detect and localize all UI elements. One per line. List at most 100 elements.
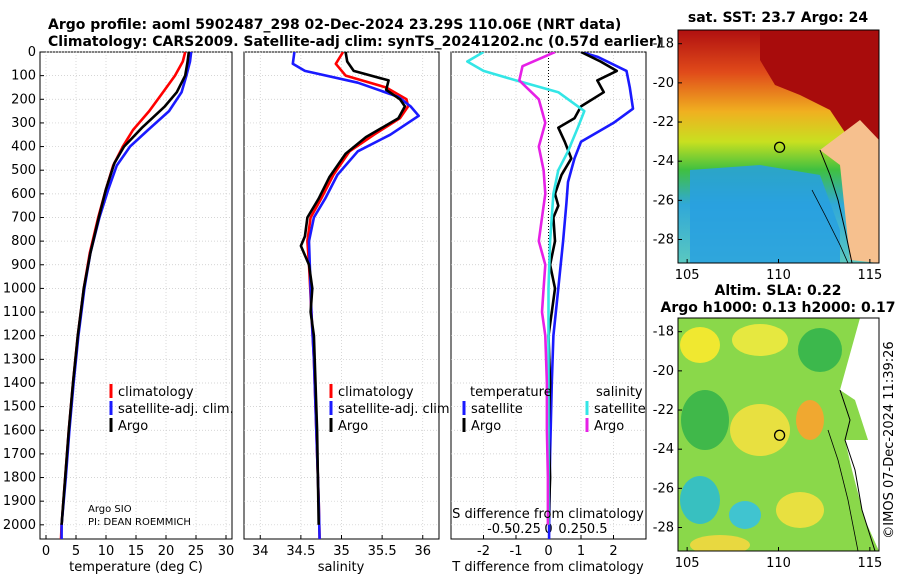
- sla-land: [840, 318, 879, 460]
- imos-watermark: ©IMOS 07-Dec-2024 11:39:26: [882, 341, 897, 538]
- salinity-xlabel: salinity: [318, 560, 365, 575]
- x-tick-label: 1: [577, 544, 585, 559]
- sla-blob: [690, 535, 750, 551]
- sst-field: [678, 30, 879, 263]
- y-tick-label: 1300: [3, 352, 36, 367]
- sla-blob: [776, 492, 824, 528]
- sla-coastline: [839, 389, 876, 551]
- series-line: [547, 52, 635, 539]
- sla-blob: [729, 501, 761, 529]
- map-y-tick-label: -24: [653, 154, 674, 169]
- difference-tick-labels: -2 -1 0 1 2: [477, 535, 618, 559]
- sla-argo-position: [773, 429, 786, 441]
- y-tick-label: 500: [11, 163, 36, 178]
- salinity-diff-tick-label: -0.5: [487, 522, 512, 537]
- y-tick-label: 1100: [3, 305, 36, 320]
- temperature-tick-labels: 0 5 10 15 20 25 30: [42, 535, 234, 559]
- sla-map-subtitle: Argo h1000: 0.13 h2000: 0.17: [660, 300, 895, 316]
- salinity-diff-tick-label: 0.25: [558, 522, 587, 537]
- salinity-grid: [244, 51, 439, 539]
- map-y-tick-label: -26: [653, 481, 674, 496]
- x-tick-label: 34: [252, 544, 269, 559]
- map-y-tick-label: -20: [653, 364, 674, 379]
- map-y-tick-label: -18: [653, 325, 674, 340]
- legend-label-climatology: climatology: [118, 385, 194, 400]
- map-x-tick-label: 105: [675, 556, 700, 571]
- map-y-tick-label: -28: [653, 521, 674, 536]
- y-tick-label: 2000: [3, 518, 36, 533]
- series-line: [60, 52, 191, 525]
- x-tick-label: -2: [477, 544, 490, 559]
- temperature-legend: climatology satellite-adj. clim. Argo: [109, 384, 234, 434]
- temperature-grid: [40, 51, 232, 539]
- x-tick-label: 25: [188, 544, 205, 559]
- temperature-xlabel: temperature (deg C): [69, 560, 203, 575]
- series-line: [466, 52, 586, 525]
- sst-map-ticks: 105 110 115 -18 -20 -22 -24 -26 -28: [653, 37, 883, 283]
- sla-map-ticks: 105 110 115 -18 -20 -22 -24 -26 -28: [653, 325, 883, 571]
- sla-blob: [681, 390, 729, 450]
- y-tick-label: 1000: [3, 281, 36, 296]
- sst-land: [820, 120, 879, 263]
- y-tick-label: 700: [11, 210, 36, 225]
- x-tick-label: 10: [98, 544, 115, 559]
- map-y-tick-label: -18: [653, 37, 674, 52]
- y-tick-label: 300: [11, 116, 36, 131]
- temperature-panel: 0100200300400500600700800900100011001200…: [3, 45, 234, 575]
- y-tick-label: 100: [11, 69, 36, 84]
- sst-argo-position: [773, 141, 786, 153]
- map-x-tick-label: 115: [857, 556, 882, 571]
- x-tick-label: 36: [414, 544, 431, 559]
- map-x-tick-label: 115: [857, 268, 882, 283]
- sla-blob: [796, 400, 824, 440]
- salinity-diff-tick-label: 0.5: [587, 522, 608, 537]
- map-y-tick-label: -20: [653, 76, 674, 91]
- difference-top-xlabel: S difference from climatology: [452, 507, 644, 522]
- sst-map-title: sat. SST: 23.7 Argo: 24: [688, 10, 868, 26]
- x-tick-label: 35: [333, 544, 350, 559]
- sst-coastline: [819, 149, 853, 263]
- y-tick-label: 1400: [3, 376, 36, 391]
- x-tick-label: -1: [510, 544, 523, 559]
- sla-blob: [680, 327, 720, 363]
- y-tick-label: 400: [11, 140, 36, 155]
- sla-blob: [730, 404, 790, 456]
- sst-warm-region: [760, 30, 879, 150]
- x-tick-label: 0: [544, 544, 552, 559]
- map-y-tick-label: -22: [653, 115, 674, 130]
- difference-series: [466, 52, 635, 539]
- map-x-tick-label: 110: [766, 268, 791, 283]
- legend-heading-temperature: temperature: [470, 385, 552, 400]
- title-line-2: Climatology: CARS2009. Satellite-adj cli…: [48, 34, 662, 50]
- sst-shelf-contour: [811, 189, 849, 263]
- x-tick-label: 2: [609, 544, 617, 559]
- sla-field: [678, 318, 879, 551]
- legend-label-climatology: climatology: [338, 385, 414, 400]
- legend-heading-salinity: salinity: [596, 385, 643, 400]
- sla-blob: [732, 324, 788, 356]
- y-tick-label: 1900: [3, 494, 36, 509]
- y-tick-label: 1600: [3, 423, 36, 438]
- argo-center-note: Argo SIO: [88, 504, 132, 515]
- difference-panel: -2 -1 0 1 2 -0.5-0.25 0 0.25 0.5 T difference f…: [450, 51, 647, 575]
- sla-map-panel: Altim. SLA: 0.22 Argo h1000: 0.13 h2000:…: [653, 283, 896, 571]
- salinity-series: [291, 52, 420, 539]
- y-tick-label: 900: [11, 258, 36, 273]
- sla-shelf-contour: [827, 429, 859, 551]
- legend-label-temp-satellite: satellite: [471, 402, 523, 417]
- difference-legend: temperature satellite Argo salinity sate…: [462, 385, 646, 434]
- map-x-tick-label: 110: [766, 556, 791, 571]
- sla-land: [845, 440, 879, 551]
- y-tick-label: 200: [11, 92, 36, 107]
- legend-label-sal-argo: Argo: [594, 419, 624, 434]
- legend-label-temp-argo: Argo: [471, 419, 501, 434]
- y-tick-label: 800: [11, 234, 36, 249]
- salinity-tick-labels: 34 34.5 35 35.5 36: [252, 535, 431, 559]
- x-tick-label: 30: [218, 544, 235, 559]
- x-tick-label: 34.5: [286, 544, 315, 559]
- difference-xlabel: T difference from climatology: [451, 560, 644, 575]
- legend-label-satellite: satellite-adj. clim.: [338, 402, 454, 417]
- map-y-tick-label: -26: [653, 193, 674, 208]
- legend-label-sal-satellite: satellite: [594, 402, 646, 417]
- x-tick-label: 0: [42, 544, 50, 559]
